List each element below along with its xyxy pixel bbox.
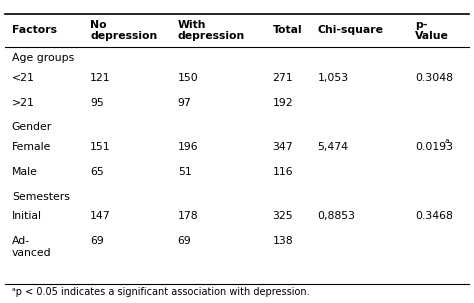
Text: 147: 147 [90, 211, 111, 221]
Text: 69: 69 [90, 236, 104, 246]
Text: Age groups: Age groups [12, 53, 74, 63]
Text: Initial: Initial [12, 211, 42, 221]
Text: 151: 151 [90, 142, 111, 152]
Text: 0.3048: 0.3048 [415, 73, 453, 83]
Text: 347: 347 [273, 142, 293, 152]
Text: Ad-
vanced: Ad- vanced [12, 236, 52, 258]
Text: 0.3468: 0.3468 [415, 211, 453, 221]
Text: Female: Female [12, 142, 51, 152]
Text: 0.0193: 0.0193 [415, 142, 453, 152]
Text: a: a [445, 138, 449, 144]
Text: No
depression: No depression [90, 20, 157, 41]
Text: 121: 121 [90, 73, 111, 83]
Text: 178: 178 [178, 211, 199, 221]
Text: 51: 51 [178, 167, 191, 177]
Text: 0,8853: 0,8853 [318, 211, 356, 221]
Text: <21: <21 [12, 73, 35, 83]
Text: 95: 95 [90, 98, 104, 108]
Text: 325: 325 [273, 211, 293, 221]
Text: 5,474: 5,474 [318, 142, 348, 152]
Text: 138: 138 [273, 236, 293, 246]
Text: 116: 116 [273, 167, 293, 177]
Text: 192: 192 [273, 98, 293, 108]
Text: p-
Value: p- Value [415, 20, 448, 41]
Text: 69: 69 [178, 236, 191, 246]
Text: Gender: Gender [12, 122, 52, 132]
Text: 1,053: 1,053 [318, 73, 349, 83]
Text: 65: 65 [90, 167, 104, 177]
Text: >21: >21 [12, 98, 35, 108]
Text: Total: Total [273, 25, 302, 35]
Text: 150: 150 [178, 73, 199, 83]
Text: 97: 97 [178, 98, 191, 108]
Text: 196: 196 [178, 142, 199, 152]
Text: ᵃp < 0.05 indicates a significant association with depression.: ᵃp < 0.05 indicates a significant associ… [12, 287, 310, 297]
Text: Semesters: Semesters [12, 192, 70, 202]
Text: 271: 271 [273, 73, 293, 83]
Text: With
depression: With depression [178, 20, 245, 41]
Text: Chi-square: Chi-square [318, 25, 383, 35]
Text: Male: Male [12, 167, 38, 177]
Text: Factors: Factors [12, 25, 57, 35]
